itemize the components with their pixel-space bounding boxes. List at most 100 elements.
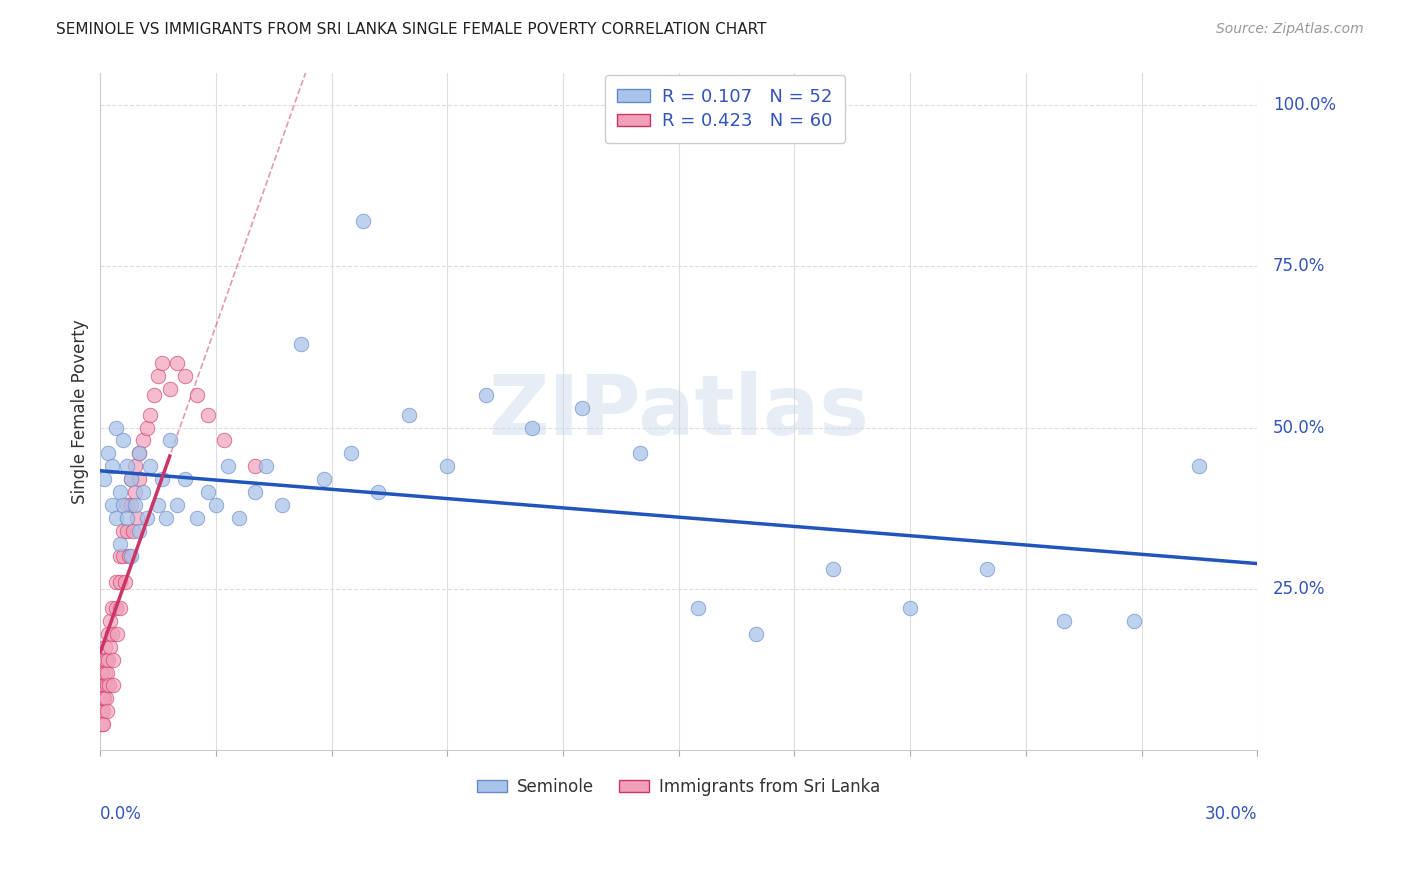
Point (124, 459, 146, 474)
Point (352, 214, 374, 228)
Point (112, 524, 135, 538)
Point (312, 472, 335, 486)
Text: 75.0%: 75.0% (1272, 258, 1324, 276)
Point (94, 691, 117, 706)
Point (90, 678, 112, 692)
Point (270, 498, 292, 512)
Point (132, 434, 155, 448)
Point (96, 678, 118, 692)
Point (124, 498, 146, 512)
Point (821, 562, 844, 576)
Point (243, 485, 266, 500)
Point (745, 627, 768, 641)
Point (120, 498, 142, 512)
Point (290, 336, 312, 351)
Text: ZIPatlas: ZIPatlas (488, 371, 869, 452)
Point (186, 510, 208, 524)
Point (117, 498, 139, 512)
Point (120, 472, 142, 486)
Point (686, 601, 709, 615)
Point (139, 408, 162, 422)
Point (91, 665, 114, 680)
Point (522, 420, 544, 434)
Point (976, 562, 998, 576)
Point (228, 510, 250, 524)
Point (120, 472, 142, 486)
Point (103, 678, 125, 692)
Point (101, 601, 124, 615)
Point (98, 640, 121, 654)
Point (93, 691, 115, 706)
Y-axis label: Single Female Poverty: Single Female Poverty (72, 319, 89, 504)
Point (135, 420, 157, 434)
Point (90, 691, 112, 706)
Point (108, 549, 131, 564)
Point (398, 408, 420, 422)
Point (159, 382, 181, 396)
Point (217, 459, 239, 474)
Point (174, 368, 197, 383)
Point (1053, 614, 1076, 628)
Point (104, 420, 127, 434)
Point (150, 472, 173, 486)
Point (94, 665, 117, 680)
Point (148, 368, 170, 383)
Point (94, 640, 117, 654)
Point (105, 627, 128, 641)
Point (104, 575, 127, 590)
Point (898, 601, 921, 615)
Point (91, 704, 114, 718)
Point (166, 498, 188, 512)
Point (197, 408, 219, 422)
Text: 0.0%: 0.0% (100, 805, 142, 822)
Point (205, 498, 228, 512)
Point (98, 614, 121, 628)
Point (159, 434, 181, 448)
Point (112, 549, 135, 564)
Point (104, 601, 127, 615)
Point (148, 498, 170, 512)
Point (114, 575, 136, 590)
Point (101, 459, 124, 474)
Point (94, 652, 117, 666)
Point (125, 510, 148, 524)
Point (97, 446, 120, 460)
Point (108, 575, 131, 590)
Point (166, 356, 188, 370)
Point (150, 356, 173, 370)
Point (112, 434, 135, 448)
Point (93, 717, 115, 731)
Point (197, 485, 219, 500)
Point (97, 678, 120, 692)
Point (254, 459, 277, 474)
Legend: Seminole, Immigrants from Sri Lanka: Seminole, Immigrants from Sri Lanka (471, 771, 887, 803)
Point (124, 485, 146, 500)
Point (436, 459, 458, 474)
Point (110, 601, 132, 615)
Point (96, 665, 118, 680)
Point (475, 388, 498, 402)
Point (132, 485, 155, 500)
Point (97, 627, 120, 641)
Point (628, 446, 651, 460)
Point (128, 446, 150, 460)
Point (117, 510, 139, 524)
Point (93, 678, 115, 692)
Point (120, 549, 142, 564)
Point (97, 652, 120, 666)
Point (93, 472, 115, 486)
Point (571, 401, 593, 416)
Point (174, 472, 197, 486)
Point (112, 498, 135, 512)
Text: 50.0%: 50.0% (1272, 418, 1324, 436)
Point (118, 549, 141, 564)
Point (91, 691, 114, 706)
Point (128, 524, 150, 538)
Point (155, 510, 177, 524)
Point (93, 652, 115, 666)
Text: SEMINOLE VS IMMIGRANTS FROM SRI LANKA SINGLE FEMALE POVERTY CORRELATION CHART: SEMINOLE VS IMMIGRANTS FROM SRI LANKA SI… (56, 22, 766, 37)
Point (1122, 614, 1144, 628)
Point (101, 652, 124, 666)
Point (96, 704, 118, 718)
Point (108, 536, 131, 550)
